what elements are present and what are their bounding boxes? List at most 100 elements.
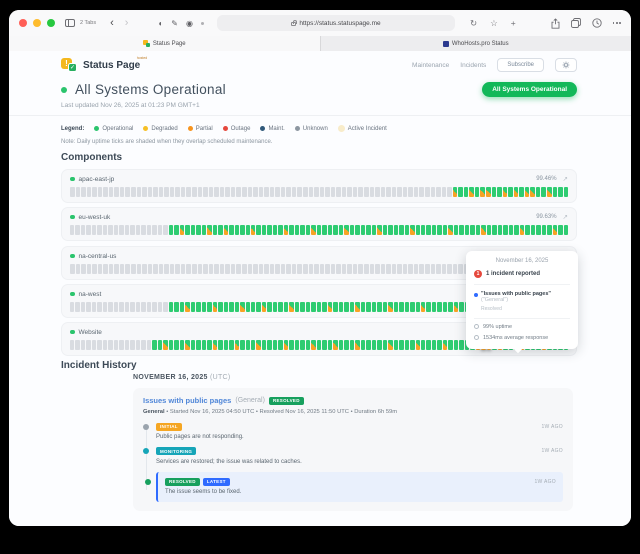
uptime-tick[interactable] <box>70 264 75 274</box>
tab-overview-icon[interactable] <box>570 18 581 28</box>
uptime-tick[interactable] <box>179 302 185 312</box>
uptime-tick[interactable] <box>363 264 369 274</box>
uptime-tick[interactable] <box>245 302 250 312</box>
uptime-tick[interactable] <box>261 340 267 350</box>
more-menu-icon[interactable] <box>612 22 621 24</box>
uptime-tick[interactable] <box>250 340 256 350</box>
uptime-tick[interactable] <box>430 264 436 274</box>
uptime-tick[interactable] <box>338 340 344 350</box>
uptime-tick[interactable] <box>208 264 214 274</box>
uptime-tick[interactable] <box>190 340 196 350</box>
uptime-tick[interactable] <box>91 340 97 350</box>
uptime-tick[interactable] <box>369 264 375 274</box>
uptime-tick[interactable] <box>502 187 508 197</box>
uptime-tick[interactable] <box>289 340 294 350</box>
extension-badge-icon[interactable]: ◉ <box>186 18 193 28</box>
uptime-tick[interactable] <box>541 187 547 197</box>
uptime-tick[interactable] <box>442 225 448 235</box>
uptime-tick[interactable] <box>358 264 363 274</box>
extension-pen-icon[interactable]: ✎ <box>171 18 178 28</box>
uptime-tick[interactable] <box>192 264 197 274</box>
uptime-tick[interactable] <box>158 264 164 274</box>
uptime-tick[interactable] <box>157 302 163 312</box>
uptime-tick[interactable] <box>80 225 86 235</box>
uptime-tick[interactable] <box>563 225 569 235</box>
uptime-tick[interactable] <box>283 340 289 350</box>
uptime-tick[interactable] <box>426 340 431 350</box>
site-logo[interactable]: ! ✓ Status Page hosted <box>61 56 147 73</box>
uptime-tick[interactable] <box>234 302 240 312</box>
uptime-tick[interactable] <box>163 302 168 312</box>
uptime-tick[interactable] <box>341 264 347 274</box>
uptime-tick[interactable] <box>168 340 174 350</box>
uptime-tick[interactable] <box>366 225 371 235</box>
uptime-tick[interactable] <box>153 264 158 274</box>
uptime-tick[interactable] <box>229 340 234 350</box>
uptime-tick[interactable] <box>503 225 508 235</box>
uptime-tick[interactable] <box>464 225 470 235</box>
uptime-tick[interactable] <box>157 340 163 350</box>
uptime-tick[interactable] <box>141 225 146 235</box>
uptime-tick[interactable] <box>447 264 452 274</box>
uptime-tick[interactable] <box>230 187 236 197</box>
uptime-tick[interactable] <box>441 264 447 274</box>
uptime-tick[interactable] <box>448 340 453 350</box>
uptime-tick[interactable] <box>355 302 360 312</box>
uptime-tick[interactable] <box>421 225 426 235</box>
uptime-tick[interactable] <box>458 187 463 197</box>
uptime-tick[interactable] <box>234 340 240 350</box>
uptime-tick[interactable] <box>245 340 250 350</box>
history-icon[interactable] <box>591 18 602 28</box>
uptime-tick[interactable] <box>114 264 119 274</box>
uptime-tick[interactable] <box>341 187 347 197</box>
uptime-tick[interactable] <box>229 225 234 235</box>
uptime-tick[interactable] <box>519 187 524 197</box>
uptime-tick[interactable] <box>196 340 201 350</box>
uptime-tick[interactable] <box>475 225 481 235</box>
uptime-tick[interactable] <box>302 264 308 274</box>
uptime-tick[interactable] <box>275 264 280 274</box>
uptime-tick[interactable] <box>352 264 358 274</box>
uptime-tick[interactable] <box>347 264 352 274</box>
uptime-tick[interactable] <box>168 225 174 235</box>
uptime-tick[interactable] <box>469 187 474 197</box>
uptime-tick[interactable] <box>338 302 344 312</box>
uptime-tick[interactable] <box>408 264 413 274</box>
uptime-tick[interactable] <box>344 225 349 235</box>
uptime-tick[interactable] <box>253 264 258 274</box>
uptime-tick[interactable] <box>393 225 399 235</box>
uptime-tick[interactable] <box>131 187 136 197</box>
uptime-tick[interactable] <box>146 340 152 350</box>
uptime-tick[interactable] <box>124 302 130 312</box>
uptime-tick[interactable] <box>70 225 75 235</box>
uptime-tick[interactable] <box>452 264 458 274</box>
uptime-tick[interactable] <box>142 264 147 274</box>
incident-title-link[interactable]: Issues with public pages <box>143 396 232 405</box>
uptime-tick[interactable] <box>97 340 102 350</box>
uptime-tick[interactable] <box>393 340 399 350</box>
uptime-tick[interactable] <box>212 225 218 235</box>
uptime-tick[interactable] <box>366 302 371 312</box>
uptime-tick[interactable] <box>141 302 146 312</box>
uptime-tick[interactable] <box>179 340 185 350</box>
uptime-tick[interactable] <box>214 187 219 197</box>
uptime-tick[interactable] <box>319 187 325 197</box>
uptime-tick[interactable] <box>147 264 153 274</box>
expand-icon[interactable]: ↗ <box>562 176 568 183</box>
expand-icon[interactable]: ↗ <box>562 214 568 221</box>
uptime-tick[interactable] <box>297 264 302 274</box>
uptime-tick[interactable] <box>481 225 486 235</box>
uptime-tick[interactable] <box>108 187 114 197</box>
uptime-tick[interactable] <box>91 225 97 235</box>
uptime-tick[interactable] <box>547 187 552 197</box>
uptime-tick[interactable] <box>410 302 415 312</box>
uptime-tick[interactable] <box>207 340 212 350</box>
uptime-tick[interactable] <box>163 225 168 235</box>
uptime-tick[interactable] <box>124 340 130 350</box>
uptime-tick[interactable] <box>413 187 419 197</box>
uptime-tick[interactable] <box>404 225 410 235</box>
uptime-tick[interactable] <box>234 225 240 235</box>
uptime-tick[interactable] <box>547 225 552 235</box>
uptime-tick[interactable] <box>377 340 382 350</box>
uptime-tick[interactable] <box>425 264 430 274</box>
